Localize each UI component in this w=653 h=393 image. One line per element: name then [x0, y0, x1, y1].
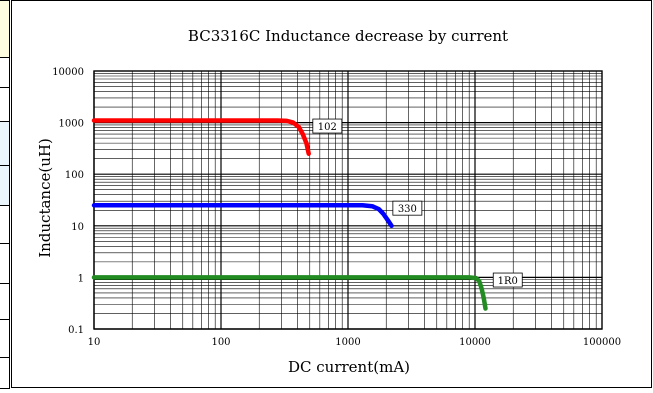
- tick-labels: 10 100 1000 10000 100000 10000 1000 100 10 1 0.1: [52, 67, 621, 348]
- series-label-box: [392, 200, 423, 216]
- series-line-330: [91, 203, 394, 229]
- chart-title: BC3316C Inductance decrease by current: [188, 27, 508, 45]
- x-tick-label: 10000: [459, 337, 491, 348]
- series-line-102: [91, 118, 311, 156]
- y-tick-label: 100: [65, 170, 84, 181]
- x-axis-label: DC current(mA): [288, 358, 410, 376]
- grid: [93, 70, 603, 330]
- y-axis-label: Inductance(uH): [36, 138, 54, 258]
- edge-cell: [0, 88, 10, 122]
- edge-cell: [0, 166, 10, 206]
- y-tick-label: 1000: [59, 119, 84, 130]
- edge-cell: [0, 244, 10, 284]
- edge-cell: [0, 0, 10, 58]
- edge-cell: [0, 320, 10, 358]
- x-tick-label: 1000: [335, 337, 360, 348]
- y-tick-label: 1: [78, 273, 84, 284]
- edge-cell: [0, 358, 10, 389]
- series-line-1R0: [91, 275, 488, 311]
- chart-frame: BC3316C Inductance decrease by current 1…: [11, 0, 652, 388]
- plot-border: [93, 70, 603, 330]
- edge-cell: [0, 206, 10, 244]
- x-tick-label: 10: [88, 337, 101, 348]
- series-label: 102: [318, 122, 337, 133]
- inductance-chart: BC3316C Inductance decrease by current 1…: [36, 27, 621, 376]
- series-label-box: [312, 118, 343, 134]
- page-edge-strip: [0, 0, 11, 389]
- x-tick-label: 100000: [583, 337, 621, 348]
- series-layer: 102 330 1R0: [91, 118, 523, 311]
- y-tick-label: 10: [71, 222, 84, 233]
- series-label: 1R0: [498, 276, 518, 287]
- y-tick-label: 10000: [52, 67, 84, 78]
- edge-cell: [0, 284, 10, 320]
- edge-cell: [0, 58, 10, 88]
- series-label: 330: [398, 204, 417, 215]
- y-tick-label: 0.1: [68, 325, 84, 336]
- series-label-box: [492, 272, 523, 288]
- x-tick-label: 100: [211, 337, 230, 348]
- edge-cell: [0, 122, 10, 166]
